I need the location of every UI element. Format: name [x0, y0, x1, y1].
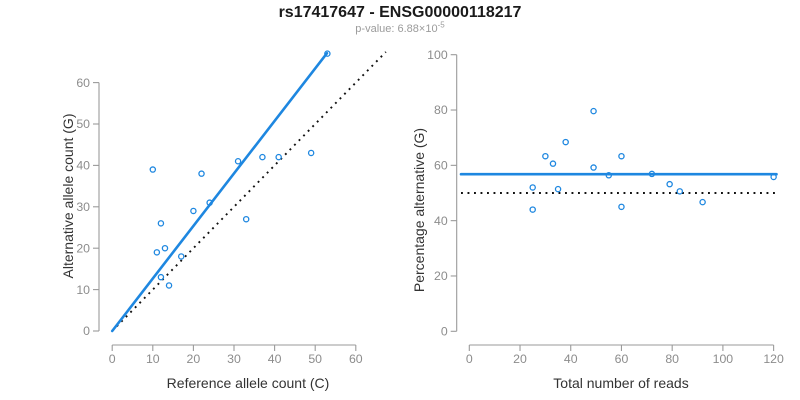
x-axis: [111, 344, 357, 351]
data-point: [770, 173, 777, 181]
y-tick-label: 100: [427, 48, 448, 62]
x-tick-label: 0: [109, 352, 116, 366]
data-point: [198, 170, 205, 177]
x-tick-label: 60: [349, 352, 363, 366]
x-tick-label: 10: [146, 352, 160, 366]
x-tick-label: 120: [763, 352, 784, 366]
data-point: [542, 152, 549, 160]
data-point: [618, 152, 625, 160]
data-point: [242, 215, 250, 223]
x-axis-title: Reference allele count (C): [167, 375, 330, 391]
y-tick-label: 0: [441, 325, 448, 339]
data-point: [157, 220, 165, 227]
x-tick-label: 60: [615, 352, 629, 366]
y-axis: [93, 82, 100, 332]
data-point: [554, 185, 562, 193]
y-axis: [450, 54, 458, 332]
y-tick-label: 60: [76, 76, 90, 90]
y-tick-label: 40: [76, 159, 90, 173]
x-axis: [468, 344, 775, 351]
y-tick-label: 80: [434, 103, 448, 117]
data-point: [149, 166, 157, 173]
data-point: [618, 203, 625, 211]
x-tick-label: 50: [308, 352, 322, 366]
fit-line: [110, 51, 329, 333]
data-point: [153, 249, 161, 256]
x-tick-label: 40: [268, 352, 282, 366]
y-tick-label: 10: [76, 283, 90, 297]
y-tick-label: 20: [76, 241, 90, 255]
data-point: [259, 153, 266, 161]
y-tick-label: 50: [76, 117, 90, 131]
y-axis-title: Alternative allele count (G): [60, 114, 76, 279]
data-point: [190, 207, 197, 215]
x-tick-label: 20: [187, 352, 201, 366]
x-tick-label: 30: [227, 352, 241, 366]
data-point: [157, 273, 165, 281]
data-point: [275, 153, 282, 161]
y-tick-label: 0: [83, 324, 90, 338]
x-tick-label: 80: [665, 352, 679, 366]
data-point: [529, 184, 536, 191]
data-point: [177, 253, 185, 260]
x-tick-label: 100: [713, 352, 734, 366]
data-point: [699, 198, 706, 206]
plot-title: rs17417647 - ENSG00000118217: [278, 4, 522, 21]
y-tick-label: 20: [434, 269, 448, 283]
data-point: [307, 149, 315, 157]
x-tick-label: 0: [466, 352, 473, 366]
data-point: [234, 158, 242, 165]
data-point: [648, 170, 656, 178]
allele-count-scatter: 0 10 20 30 40 50 60 0 10 20 30 40 50 60 Reference alle…: [60, 50, 387, 391]
x-axis-title: Total number of reads: [553, 375, 688, 391]
percentage-scatter: 0 20 40 60 80 100 0 20 40 60 80 100 120 Total number …: [411, 48, 784, 391]
data-point: [324, 50, 331, 57]
data-point: [666, 180, 673, 188]
y-axis-title: Percentage alternative (G): [411, 128, 427, 292]
p-value-exponent: -5: [437, 20, 445, 30]
data-point: [161, 244, 169, 252]
data-point: [549, 160, 557, 167]
data-point: [590, 107, 597, 115]
data-point: [590, 164, 597, 171]
data-point: [605, 172, 613, 179]
p-value-prefix: p-value:: [355, 23, 398, 35]
identity-line: [111, 51, 387, 332]
y-tick-label: 30: [76, 200, 90, 214]
p-value-mantissa: 6.88×10: [397, 23, 438, 35]
data-point: [676, 188, 684, 195]
y-tick-label: 60: [434, 159, 448, 173]
data-point: [562, 138, 569, 146]
plot-subtitle: p-value: 6.88×10-5: [0, 20, 800, 35]
x-tick-label: 20: [513, 352, 527, 366]
data-point: [529, 206, 536, 213]
data-point: [165, 282, 173, 289]
y-tick-label: 40: [434, 214, 448, 228]
data-point: [206, 199, 213, 206]
x-tick-label: 40: [564, 352, 578, 366]
